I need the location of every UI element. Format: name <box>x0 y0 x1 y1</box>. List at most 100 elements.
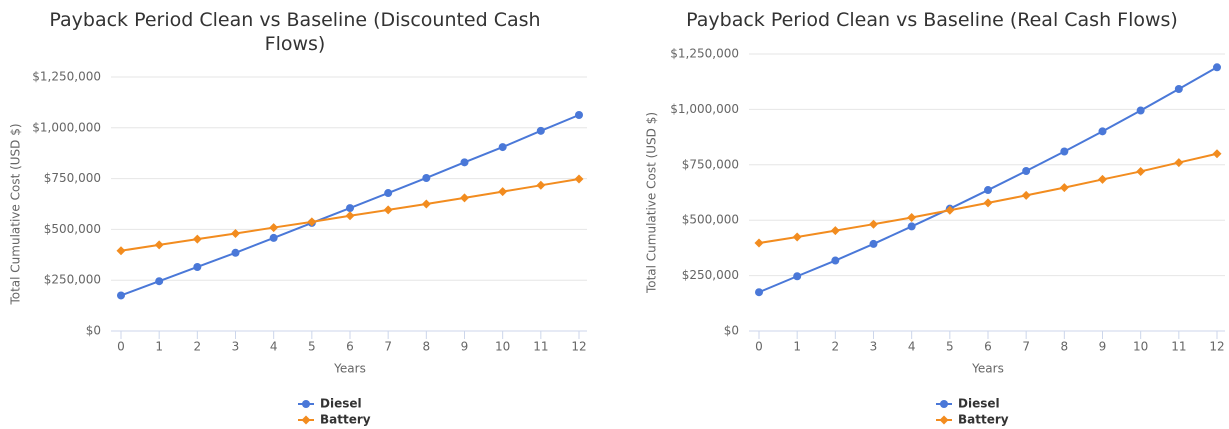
y-tick-label: $250,000 <box>44 273 101 287</box>
data-point <box>460 193 469 203</box>
x-tick-label: 10 <box>1133 340 1148 354</box>
data-point <box>754 238 764 248</box>
y-tick-label: $500,000 <box>44 222 101 236</box>
data-point <box>1174 158 1184 168</box>
legend-text: Diesel <box>320 397 362 411</box>
x-tick-label: 2 <box>832 340 840 354</box>
x-tick-label: 12 <box>1209 340 1224 354</box>
data-point <box>307 217 317 227</box>
series-line <box>758 66 1218 294</box>
y-tick-label: $500,000 <box>682 213 739 227</box>
y-tick-label: $750,000 <box>44 171 101 185</box>
legend-text: Battery <box>958 413 1009 427</box>
chart-title: Payback Period Clean vs Baseline (Discou… <box>49 9 541 55</box>
legend-marker <box>940 400 948 408</box>
data-point <box>574 174 584 184</box>
data-point <box>984 186 992 195</box>
data-point <box>421 199 431 209</box>
data-point <box>983 198 993 208</box>
data-point <box>383 205 393 215</box>
data-point <box>1098 127 1107 136</box>
x-tick-label: 6 <box>984 340 992 354</box>
legend-marker <box>939 415 949 425</box>
y-tick-label: $250,000 <box>682 268 739 282</box>
data-point <box>345 211 355 221</box>
data-point <box>116 246 126 256</box>
data-point <box>155 277 164 286</box>
data-point <box>1098 174 1107 184</box>
chart: $0 $250,000 $500,000 $750,000 $1,000,000 $1,2… <box>9 70 587 427</box>
data-point <box>1022 167 1031 176</box>
data-point <box>830 226 840 236</box>
data-point <box>793 272 802 281</box>
y-tick-label: $1,000,000 <box>670 102 739 116</box>
data-point <box>460 158 469 167</box>
y-tick-label: $1,250,000 <box>32 70 101 84</box>
series-line <box>758 152 1218 245</box>
x-tick-label: 7 <box>1022 340 1030 354</box>
legend-marker <box>301 415 311 425</box>
x-tick-label: 3 <box>870 340 878 354</box>
x-tick-label: 10 <box>495 340 510 354</box>
y-axis-label: Total Cumulative Cost (USD $) <box>645 112 659 294</box>
data-point <box>1213 63 1221 72</box>
x-tick-label: 5 <box>946 340 954 354</box>
x-tick-label: 2 <box>194 340 202 354</box>
x-tick-label: 12 <box>571 340 586 354</box>
data-point <box>945 205 955 215</box>
x-tick-label: 7 <box>384 340 392 354</box>
chart-title: Payback Period Clean vs Baseline (Real C… <box>686 9 1178 31</box>
data-point <box>346 204 354 213</box>
data-point <box>1136 106 1145 115</box>
data-point <box>231 248 240 257</box>
x-tick-label: 4 <box>908 340 916 354</box>
x-tick-label: 4 <box>270 340 278 354</box>
x-tick-label: 0 <box>755 340 763 354</box>
legend-text: Battery <box>320 413 371 427</box>
y-tick-label: $1,250,000 <box>670 47 739 61</box>
data-point <box>1021 190 1031 200</box>
chart-panel: $0 $250,000 $500,000 $750,000 $1,000,000 $1,2… <box>0 0 614 429</box>
data-point <box>193 262 202 271</box>
data-point <box>575 110 583 119</box>
x-axis-label: Years <box>971 362 1004 376</box>
data-point <box>869 219 878 229</box>
data-point <box>1059 183 1069 193</box>
data-point <box>907 222 916 231</box>
data-point <box>117 291 125 300</box>
data-point <box>869 239 878 248</box>
data-point <box>384 189 393 198</box>
data-point <box>831 256 840 265</box>
x-tick-label: 11 <box>1171 340 1186 354</box>
x-tick-label: 1 <box>155 340 163 354</box>
x-tick-label: 0 <box>117 340 125 354</box>
chart: $0 $250,000 $500,000 $750,000 $1,000,000 $1,2… <box>645 47 1225 427</box>
data-point <box>422 173 431 182</box>
data-point <box>192 234 202 244</box>
x-tick-label: 6 <box>346 340 354 354</box>
data-point <box>269 233 278 242</box>
y-axis-label: Total Cumulative Cost (USD $) <box>9 123 23 305</box>
y-tick-label: $1,000,000 <box>32 120 101 134</box>
data-point <box>755 288 763 297</box>
x-tick-label: 8 <box>1061 340 1069 354</box>
data-point <box>792 232 802 242</box>
x-tick-label: 11 <box>533 340 548 354</box>
data-point <box>154 240 164 250</box>
chart-panel: $0 $250,000 $500,000 $750,000 $1,000,000 $1,2… <box>614 0 1228 429</box>
x-tick-label: 3 <box>232 340 240 354</box>
data-point <box>907 213 917 223</box>
x-tick-label: 9 <box>1099 340 1107 354</box>
data-point <box>536 126 545 135</box>
data-point <box>498 143 507 152</box>
y-tick-label: $0 <box>724 324 739 338</box>
data-point <box>231 228 240 238</box>
legend-marker <box>302 400 310 408</box>
data-point <box>1174 85 1183 94</box>
data-point <box>536 180 546 190</box>
data-point <box>1060 147 1069 156</box>
data-point <box>1212 149 1222 159</box>
x-tick-label: 1 <box>793 340 801 354</box>
x-tick-label: 5 <box>308 340 316 354</box>
